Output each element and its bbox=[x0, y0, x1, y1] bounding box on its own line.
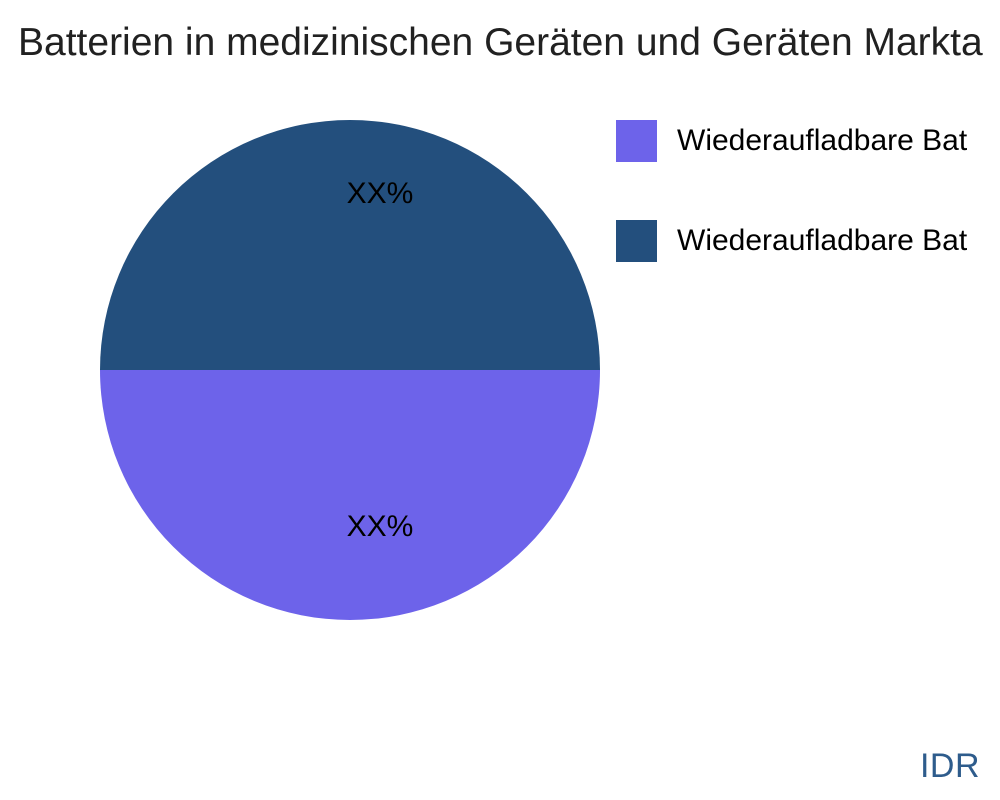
pie-slice-bottom bbox=[100, 370, 600, 620]
slice-value-label-bottom: XX% bbox=[346, 510, 414, 543]
legend-item-0: Wiederaufladbare Bat bbox=[616, 120, 967, 162]
slice-value-label-top: XX% bbox=[346, 177, 414, 210]
chart-title: Batterien in medizinischen Geräten und G… bbox=[18, 21, 983, 64]
legend-swatch-purple bbox=[616, 120, 657, 162]
pie-slice-top bbox=[100, 120, 600, 370]
legend-swatch-navy bbox=[616, 220, 657, 262]
watermark-idr: IDR bbox=[919, 747, 980, 785]
pie-chart bbox=[100, 120, 600, 620]
legend-label-1: Wiederaufladbare Bat bbox=[677, 224, 968, 257]
legend-label-0: Wiederaufladbare Bat bbox=[677, 124, 968, 157]
legend-item-1: Wiederaufladbare Bat bbox=[616, 220, 967, 262]
